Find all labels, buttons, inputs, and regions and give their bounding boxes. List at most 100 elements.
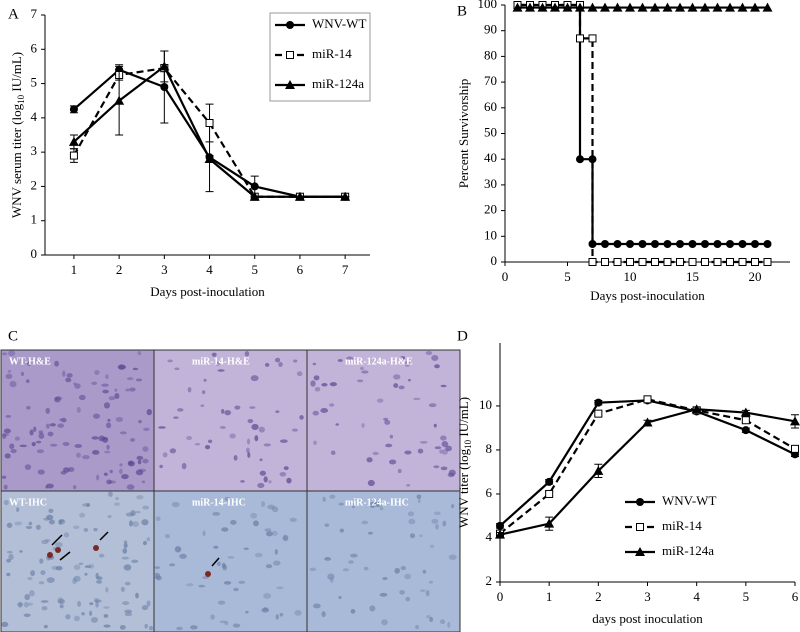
marker <box>763 240 772 249</box>
cell <box>367 531 373 535</box>
cell <box>186 435 193 441</box>
cell <box>221 562 226 569</box>
marker <box>738 240 747 249</box>
marker <box>114 95 125 105</box>
cell <box>40 570 46 576</box>
cell <box>233 587 239 592</box>
cell <box>123 543 128 549</box>
cell <box>204 444 211 450</box>
cell <box>105 374 109 380</box>
cell <box>128 520 133 527</box>
cell <box>314 386 321 392</box>
cell <box>105 422 112 429</box>
cell <box>114 502 121 506</box>
cell <box>62 467 70 473</box>
cell <box>247 418 254 424</box>
marker <box>512 2 523 12</box>
arrow <box>59 551 71 561</box>
cell <box>126 377 134 381</box>
cell <box>118 364 127 370</box>
y-tick-label: 5 <box>31 75 38 90</box>
cell <box>41 539 49 545</box>
cell <box>339 528 345 533</box>
cell <box>417 499 421 503</box>
cell <box>103 472 108 476</box>
cell <box>86 502 91 508</box>
marker <box>651 258 659 266</box>
x-tick-label: 10 <box>624 269 637 284</box>
cell <box>250 375 259 382</box>
x-tick-label: 4 <box>206 262 213 277</box>
cell <box>417 448 424 454</box>
y-tick-label: 4 <box>486 529 493 544</box>
cell <box>440 466 448 471</box>
cell <box>54 397 59 403</box>
cell <box>338 596 342 599</box>
cell <box>130 510 136 516</box>
cell <box>357 379 364 383</box>
cell <box>94 599 102 603</box>
cell <box>167 359 173 363</box>
marker <box>612 2 623 12</box>
marker <box>204 154 215 163</box>
marker <box>700 2 710 12</box>
cell <box>89 602 94 606</box>
cell <box>136 455 144 461</box>
cell <box>279 439 288 443</box>
marker <box>600 2 610 12</box>
cell <box>155 575 162 581</box>
cell <box>279 612 284 617</box>
cell <box>48 519 55 525</box>
cell <box>187 387 192 393</box>
cell <box>19 550 23 553</box>
y-tick-label: 7 <box>31 6 38 21</box>
legend-label: miR-124a <box>312 76 364 91</box>
cell <box>278 362 283 367</box>
y-tick-label: 80 <box>484 47 497 62</box>
cell <box>78 562 84 566</box>
x-tick-label: 5 <box>251 262 258 277</box>
positive-cell <box>205 571 211 577</box>
marker <box>496 521 504 530</box>
cell <box>219 620 227 624</box>
micrograph <box>306 349 461 492</box>
cell <box>66 373 73 378</box>
cell <box>404 360 411 367</box>
cell <box>19 444 27 448</box>
cell <box>400 356 406 360</box>
cell <box>312 410 319 416</box>
cell <box>254 435 259 442</box>
cell <box>221 409 225 414</box>
cell <box>428 580 433 584</box>
cell <box>9 443 15 450</box>
cell <box>29 590 35 597</box>
marker <box>737 2 748 12</box>
cell <box>89 610 93 616</box>
cell <box>247 452 251 458</box>
cell <box>84 565 92 569</box>
cell <box>174 546 182 553</box>
panel-letter: C <box>8 328 18 344</box>
legend-label: WNV-WT <box>662 493 716 508</box>
x-tick-label: 5 <box>743 589 750 604</box>
series-line <box>517 3 768 264</box>
cell <box>230 519 237 525</box>
cell <box>324 557 332 561</box>
cell <box>294 609 302 616</box>
cell <box>439 449 443 454</box>
cell <box>217 369 225 372</box>
micrograph <box>153 490 308 632</box>
cell <box>24 594 31 601</box>
cell <box>76 452 81 458</box>
legend-label: miR-14 <box>662 518 702 533</box>
cell <box>26 361 32 367</box>
positive-cell <box>55 547 61 553</box>
cell <box>135 378 143 382</box>
y-tick-label: 20 <box>484 202 497 217</box>
cell <box>268 480 272 484</box>
cell <box>259 458 263 462</box>
cell <box>155 516 161 521</box>
cell <box>120 586 125 592</box>
cell <box>58 518 66 525</box>
marker <box>625 2 635 12</box>
